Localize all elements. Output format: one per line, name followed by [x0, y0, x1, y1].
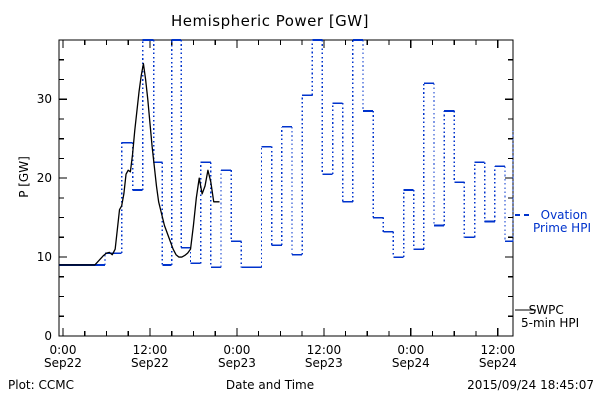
svg-text:20: 20	[37, 171, 52, 185]
series-swpc-5min-hpi	[59, 63, 220, 266]
svg-text:0:00: 0:00	[397, 343, 424, 357]
svg-text:10: 10	[37, 250, 52, 264]
svg-text:Sep22: Sep22	[131, 356, 169, 370]
svg-text:0:00: 0:00	[50, 343, 77, 357]
svg-text:Sep24: Sep24	[392, 356, 430, 370]
svg-text:12:00: 12:00	[133, 343, 168, 357]
svg-text:Sep23: Sep23	[218, 356, 256, 370]
legend-label-swpc: SWPC 5-min HPI	[521, 303, 580, 330]
plot-credit: Plot: CCMC	[8, 378, 74, 392]
svg-text:Sep24: Sep24	[479, 356, 517, 370]
x-tick-labels: 0:00Sep2212:00Sep220:00Sep2312:00Sep230:…	[44, 343, 517, 370]
legend-line-samples	[515, 214, 536, 311]
svg-text:12:00: 12:00	[480, 343, 515, 357]
y-tick-labels: 0 10 20 30	[37, 92, 52, 343]
svg-text:0:00: 0:00	[223, 343, 250, 357]
axis-ticks	[59, 39, 513, 337]
series-ovation-prime-hpi	[59, 39, 514, 269]
svg-text:Sep23: Sep23	[305, 356, 343, 370]
svg-text:12:00: 12:00	[307, 343, 342, 357]
page-title: Hemispheric Power [GW]	[171, 12, 369, 30]
svg-text:30: 30	[37, 92, 52, 106]
svg-text:0: 0	[44, 329, 52, 343]
plot-frame	[58, 39, 514, 337]
timestamp: 2015/09/24 18:45:07	[467, 378, 594, 392]
x-axis-title: Date and Time	[225, 378, 315, 392]
svg-text:Sep22: Sep22	[44, 356, 82, 370]
legend-label-ovation: Ovation Prime HPI	[533, 208, 591, 235]
